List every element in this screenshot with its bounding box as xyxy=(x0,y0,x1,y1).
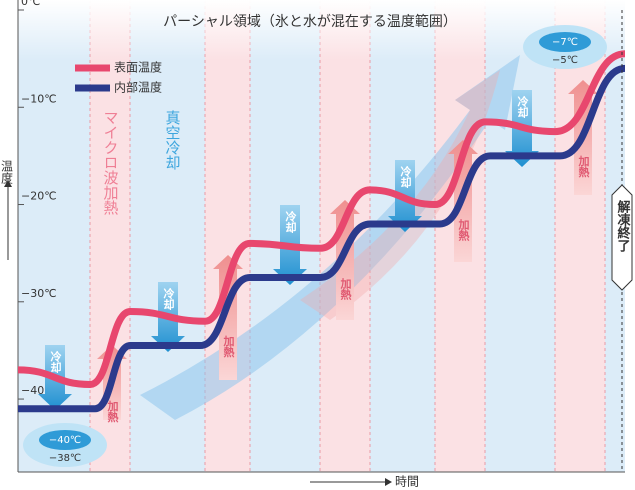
legend-label: 表面温度 xyxy=(114,60,162,75)
finish-box xyxy=(611,184,633,291)
cool-label: 冷却 xyxy=(516,95,529,119)
series-line xyxy=(17,64,626,413)
heat-label: 加熱 xyxy=(106,399,120,423)
heat-band xyxy=(205,0,250,472)
temp-circle-inner xyxy=(39,430,91,450)
temp-outer: −38℃ xyxy=(49,453,81,464)
cool-label: 冷却 xyxy=(49,350,62,374)
temp-outer: −5℃ xyxy=(552,55,578,66)
legend-label: 内部温度 xyxy=(114,80,162,95)
microwave-label: マイクロ波加熱 xyxy=(102,110,120,215)
cool-label: 冷却 xyxy=(162,287,175,311)
finish-label: 解凍終了 xyxy=(615,199,632,253)
y-tick-label: −30℃ xyxy=(21,287,57,300)
x-arrow-head xyxy=(385,478,392,486)
series-line xyxy=(17,50,626,388)
y-tick-label: 0℃ xyxy=(21,0,40,8)
trend-arrow xyxy=(140,55,520,420)
temp-circle-inner xyxy=(539,32,591,52)
heat-label: 加熱 xyxy=(339,277,353,301)
y-arrow-head xyxy=(4,180,12,187)
heat-label: 加熱 xyxy=(577,154,591,178)
trend-arrow-heat xyxy=(300,70,500,320)
cool-label: 冷却 xyxy=(399,165,412,189)
vacuum-label: 真空冷却 xyxy=(164,109,182,170)
heat-label: 加熱 xyxy=(457,218,471,242)
temp-inner: −7℃ xyxy=(552,37,578,48)
y-tick-label: −10℃ xyxy=(21,92,57,105)
x-axis-label: 時間 xyxy=(395,475,419,489)
y-tick-label: −20℃ xyxy=(21,190,57,203)
temp-inner: −40℃ xyxy=(49,435,81,446)
background xyxy=(17,0,625,473)
chart-title: パーシャル領域（氷と水が混在する温度範囲） xyxy=(163,13,457,30)
y-axis-label: 温度 xyxy=(0,160,14,184)
heat-label: 加熱 xyxy=(222,334,236,358)
cool-label: 冷却 xyxy=(284,210,297,234)
